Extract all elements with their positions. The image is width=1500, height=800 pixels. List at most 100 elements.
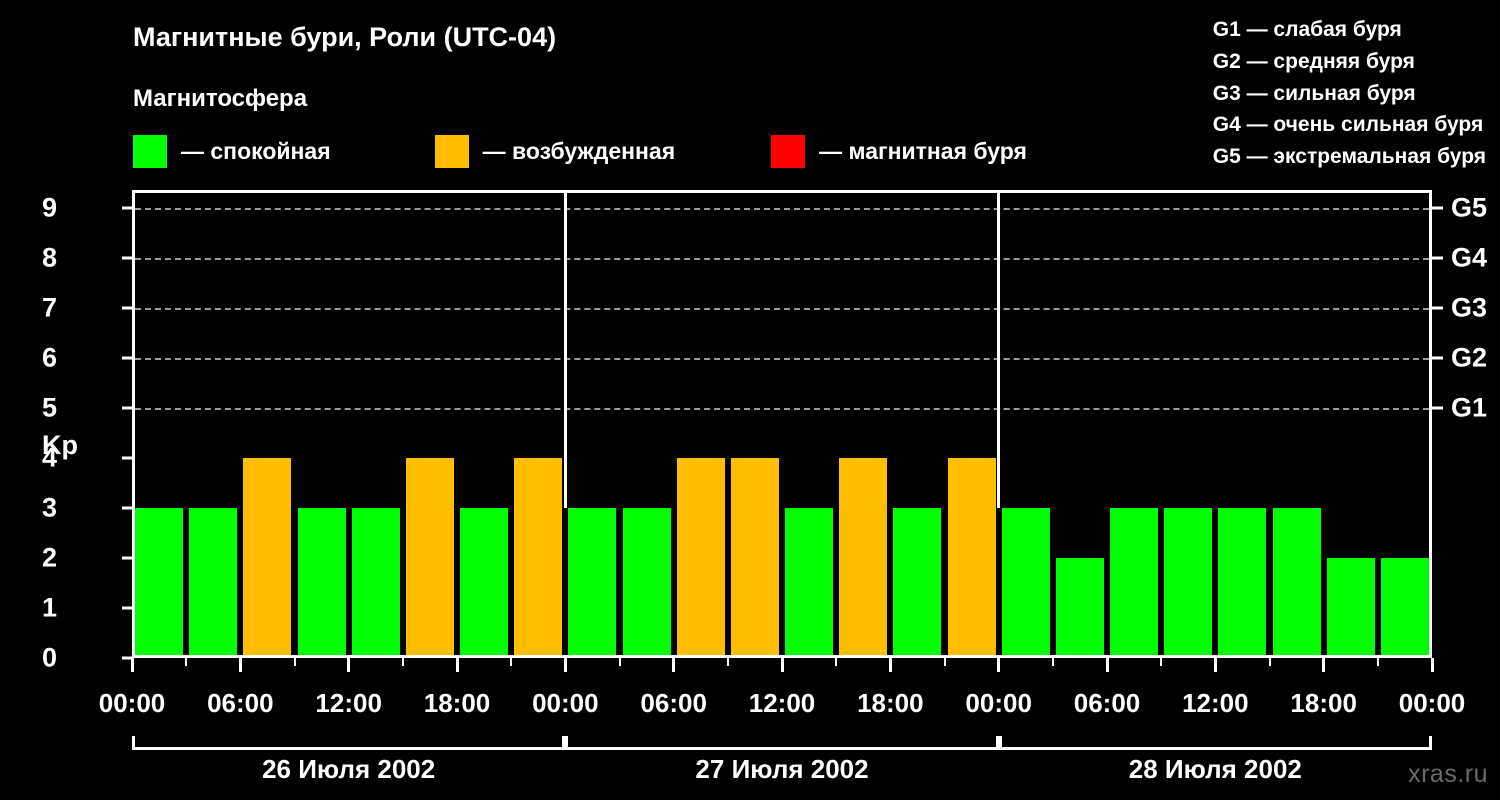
bar: [189, 507, 238, 655]
y-tick-mark: [122, 306, 132, 310]
x-tick-minor: [943, 658, 946, 666]
x-tick-label: 12:00: [748, 688, 816, 718]
x-tick-minor: [293, 658, 296, 666]
y-tick-label: 3: [41, 492, 57, 523]
x-tick-major: [238, 658, 242, 672]
bar: [785, 507, 834, 655]
x-tick-major: [1322, 658, 1326, 672]
x-tick-label: 06:00: [1073, 688, 1141, 718]
x-tick-label: 00:00: [532, 688, 599, 718]
bar: [514, 457, 563, 655]
watermark: xras.ru: [1408, 760, 1488, 788]
gridline: [135, 257, 1429, 260]
bar: [893, 507, 942, 655]
x-tick-major: [672, 658, 676, 672]
bar: [135, 507, 184, 655]
x-tick-minor: [835, 658, 838, 666]
g-tick-mark: [1432, 356, 1443, 360]
day-label: 28 Июля 2002: [1128, 754, 1302, 784]
g-scale-line-g4: G4 — очень сильная буря: [1212, 113, 1484, 137]
bar: [405, 457, 454, 655]
x-tick-major: [563, 658, 567, 672]
x-tick-minor: [510, 658, 513, 666]
y-tick-mark: [122, 506, 132, 510]
x-tick-minor: [185, 658, 188, 666]
red-square-icon: [771, 134, 806, 168]
bar: [1055, 557, 1104, 655]
day-separator: [997, 193, 1001, 508]
bar: [1272, 507, 1321, 655]
y-tick-label: 6: [41, 342, 57, 373]
legend-item-storm-label: — магнитная буря: [819, 137, 1027, 164]
bar: [351, 507, 400, 655]
x-tick-label: 12:00: [315, 688, 382, 718]
g-tick-label-g3: G3: [1451, 292, 1488, 323]
x-tick-label: 12:00: [1182, 688, 1249, 718]
x-tick-major: [997, 658, 1001, 672]
x-tick-minor: [1051, 658, 1054, 666]
y-tick-label: 7: [41, 292, 57, 323]
magnetosphere-legend: — спокойная — возбужденная — магнитная б…: [133, 134, 1027, 168]
plot-inner: [135, 193, 1429, 655]
x-tick-major: [1105, 658, 1109, 672]
day-bracket: [565, 736, 999, 750]
x-tick-label: 18:00: [1290, 688, 1357, 718]
x-tick-minor: [726, 658, 729, 666]
x-tick-label: 18:00: [423, 688, 491, 718]
gridline: [135, 357, 1429, 360]
day-bracket: [132, 736, 566, 750]
x-tick-minor: [1268, 658, 1271, 666]
g-tick-label-g2: G2: [1451, 342, 1488, 373]
y-tick-mark: [122, 356, 132, 360]
x-tick-label: 06:00: [640, 688, 707, 718]
x-tick-major: [888, 658, 892, 672]
y-tick-mark: [122, 406, 132, 410]
x-tick-minor: [401, 658, 404, 666]
x-tick-label: 00:00: [98, 688, 166, 718]
x-tick-label: 00:00: [965, 688, 1032, 718]
legend-item-active: — возбужденная: [434, 134, 675, 168]
y-tick-label: 8: [41, 242, 57, 273]
x-tick-major: [1430, 658, 1434, 672]
bar: [622, 507, 671, 655]
x-tick-major: [780, 658, 784, 672]
gridline: [135, 207, 1429, 210]
y-tick-mark: [122, 656, 132, 660]
x-tick-major: [1213, 658, 1217, 672]
legend-item-quiet: — спокойная: [133, 134, 331, 168]
bar: [947, 457, 996, 655]
bar: [460, 507, 509, 655]
bar: [1110, 507, 1159, 655]
bar: [568, 507, 617, 655]
plot-area: [132, 190, 1432, 658]
page-title: Магнитные бури, Роли (UTC-04): [133, 22, 557, 52]
g-tick-label-g1: G1: [1451, 392, 1488, 423]
y-tick-mark: [122, 256, 132, 260]
orange-square-icon: [434, 134, 469, 168]
x-tick-minor: [1376, 658, 1379, 666]
y-axis-title: Kp: [42, 430, 78, 460]
x-tick-label: 06:00: [207, 688, 274, 718]
y-tick-label: 5: [41, 392, 57, 423]
g-scale-line-g3: G3 — сильная буря: [1212, 81, 1416, 105]
g-tick-mark: [1432, 206, 1443, 210]
x-tick-label: 18:00: [857, 688, 924, 718]
y-tick-label: 9: [41, 192, 57, 223]
g-tick-mark: [1432, 406, 1443, 410]
green-square-icon: [133, 134, 167, 168]
y-tick-mark: [122, 606, 132, 610]
y-tick-label: 1: [41, 592, 57, 623]
bar: [1218, 507, 1267, 655]
legend-item-storm: — магнитная буря: [771, 134, 1027, 168]
g-tick-label-g4: G4: [1451, 242, 1488, 273]
day-label: 27 Июля 2002: [695, 754, 869, 784]
g-tick-mark: [1432, 306, 1443, 310]
y-tick-mark: [122, 456, 132, 460]
bar: [1326, 557, 1375, 655]
bar: [243, 457, 292, 655]
bar: [839, 457, 888, 655]
y-tick-label: 0: [41, 642, 57, 673]
g-tick-label-g5: G5: [1451, 192, 1488, 223]
x-tick-major: [347, 658, 351, 672]
day-separator: [563, 193, 567, 508]
